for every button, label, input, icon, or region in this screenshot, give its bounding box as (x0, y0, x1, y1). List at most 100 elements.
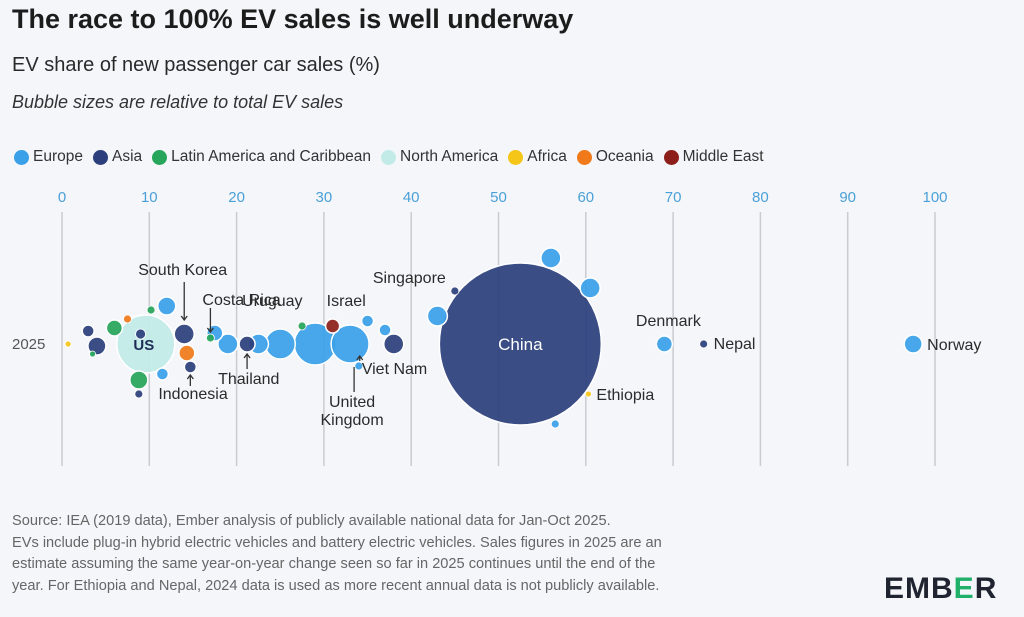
bubble-oceania-australia (178, 344, 196, 362)
bubble-europe-top (540, 247, 562, 269)
ember-logo: EMBER (884, 572, 997, 606)
label-china: China (498, 335, 543, 354)
legend-item-asia: Asia (92, 148, 143, 166)
footer-line-3: estimate assuming the same year-on-year … (12, 556, 656, 573)
ember-logo-text: EMBER (884, 572, 998, 605)
arrowhead-viet-nam (356, 354, 364, 361)
arrowhead-thailand (243, 352, 251, 359)
bubble-norway (903, 334, 923, 354)
legend-label-oceania: Oceania (595, 148, 654, 165)
x-tick-60: 60 (577, 189, 594, 206)
bubble-asia-d (135, 328, 146, 340)
x-tick-20: 20 (228, 189, 245, 206)
legend: Europe Asia Latin America and Caribbean … (14, 146, 764, 168)
x-tick-10: 10 (141, 189, 158, 206)
bubble-south-korea (173, 323, 195, 345)
bubble-ethiopia (585, 390, 592, 398)
chart-note: Bubble sizes are relative to total EV sa… (12, 92, 344, 112)
x-tick-90: 90 (839, 189, 856, 206)
ember-logo-green-e: E (953, 572, 975, 605)
chart-title: The race to 100% EV sales is well underw… (12, 4, 574, 34)
bubble-africa-low-share (64, 340, 72, 348)
bubble-europe-d (157, 296, 177, 316)
legend-item-middle-east: Middle East (663, 148, 764, 166)
legend-item-africa: Africa (508, 148, 567, 166)
x-tick-40: 40 (403, 189, 420, 206)
footer-line-2: EVs include plug-in hybrid electric vehi… (12, 534, 662, 551)
legend-item-europe: Europe (14, 148, 83, 166)
bubble-europe-h (354, 361, 364, 371)
label-norway: Norway (927, 337, 981, 354)
legend-label-north-america: North America (400, 148, 499, 165)
legend-item-oceania: Oceania (576, 148, 654, 166)
bubble-europe-bottom (550, 419, 560, 429)
arrowhead-indonesia (186, 373, 194, 380)
legend-swatch-europe (14, 149, 29, 165)
bubble-europe-right (579, 277, 601, 299)
label-united-kingdom-line-1: United (329, 394, 375, 411)
legend-label-asia: Asia (111, 148, 143, 165)
bubble-europe-e (155, 367, 170, 381)
label-ethiopia: Ethiopia (596, 387, 654, 404)
legend-swatch-oceania (576, 149, 592, 165)
x-axis-ticks: 0 10 20 30 40 50 60 70 80 90 100 (58, 189, 948, 206)
bubble-china (438, 262, 603, 426)
bubble-denmark (655, 335, 674, 353)
footer-line-1: Source: IEA (2019 data), Ember analysis … (12, 513, 611, 529)
bubble-latin-america-c (89, 350, 96, 358)
x-tick-0: 0 (58, 189, 66, 206)
legend-item-north-america: North America (381, 148, 498, 166)
bubble-us (116, 314, 176, 374)
bubble-europe-b (378, 323, 392, 337)
x-tick-80: 80 (752, 189, 769, 206)
bubble-singapore (450, 286, 460, 296)
bubble-europe-left (426, 305, 449, 327)
bubble-oceania-small (123, 314, 132, 324)
legend-swatch-latin-america (152, 149, 168, 165)
bubble-uruguay (297, 321, 307, 331)
x-tick-100: 100 (922, 189, 947, 206)
bubble-europe-g (217, 333, 239, 355)
label-united-kingdom-line-2: Kingdom (321, 412, 384, 429)
y-category-label: 2025 (12, 336, 45, 353)
bubble-chart: 0 10 20 30 40 50 60 70 80 90 100 2025 China US Unite… (12, 189, 981, 466)
source-footer: Source: IEA (2019 data), Ember analysis … (12, 511, 852, 598)
legend-item-latin-america: Latin America and Caribbean (152, 148, 371, 166)
label-viet-nam: Viet Nam (362, 361, 428, 378)
bubble-viet-nam (382, 333, 405, 355)
bubbles (64, 247, 923, 429)
legend-swatch-africa (508, 149, 524, 165)
legend-label-europe: Europe (33, 148, 83, 165)
arrowhead-south-korea (180, 315, 188, 322)
label-south-korea: South Korea (138, 262, 227, 279)
bubble-asia-a (81, 324, 95, 338)
label-denmark: Denmark (636, 313, 702, 330)
bubble-latin-america-a (105, 319, 124, 337)
bubble-united-kingdom (330, 324, 370, 364)
legend-label-africa: Africa (527, 148, 567, 165)
arrowhead-costa-rica (206, 327, 214, 334)
x-tick-70: 70 (665, 189, 682, 206)
bubble-israel (324, 318, 341, 334)
x-tick-50: 50 (490, 189, 507, 206)
legend-swatch-north-america (381, 149, 397, 165)
label-indonesia: Indonesia (158, 386, 227, 403)
x-tick-30: 30 (316, 189, 333, 206)
label-costa-rica: Costa Rica (202, 292, 280, 309)
bubble-costa-rica (206, 333, 215, 343)
bubble-thailand (238, 335, 256, 353)
label-uruguay: Uruguay (242, 293, 302, 310)
label-us: US (133, 337, 154, 354)
label-israel: Israel (327, 293, 366, 310)
bubble-indonesia (183, 360, 198, 374)
legend-label-middle-east: Middle East (682, 148, 764, 165)
legend-swatch-middle-east (663, 149, 679, 165)
bubble-asia-c (134, 389, 144, 399)
bubble-latin-america-d (146, 305, 156, 315)
label-nepal: Nepal (714, 336, 756, 353)
label-singapore: Singapore (373, 270, 446, 287)
legend-label-latin-america: Latin America and Caribbean (171, 148, 372, 165)
label-thailand: Thailand (218, 371, 279, 388)
footer-line-4: year. For Ethiopia and Nepal, 2024 data … (12, 578, 660, 595)
